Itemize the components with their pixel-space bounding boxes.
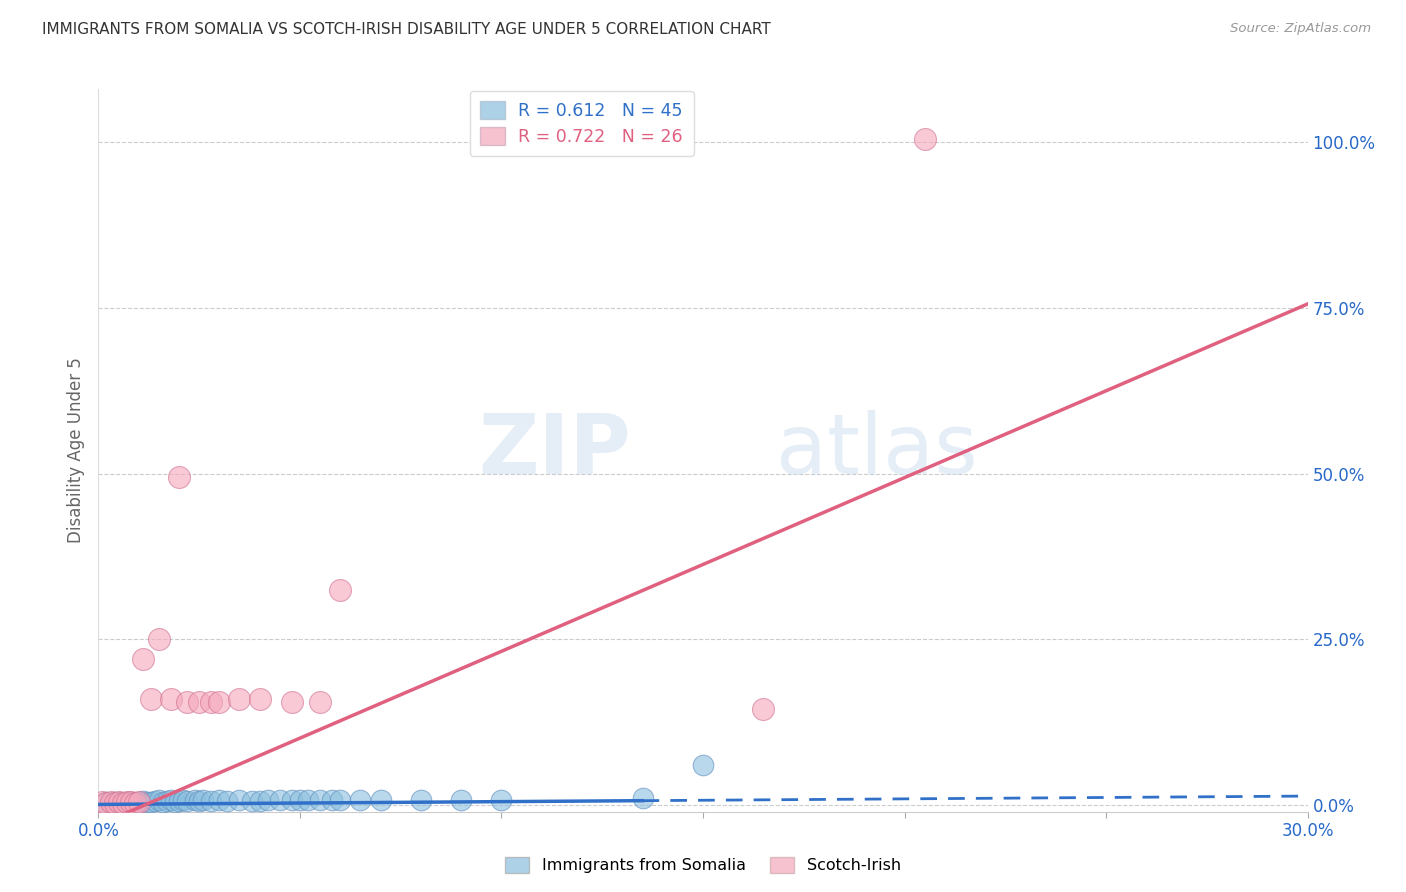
Point xyxy=(176,695,198,709)
Point xyxy=(128,795,150,809)
Text: ZIP: ZIP xyxy=(478,410,630,491)
Point xyxy=(148,632,170,647)
Point xyxy=(167,794,190,808)
Legend: Immigrants from Somalia, Scotch-Irish: Immigrants from Somalia, Scotch-Irish xyxy=(499,850,907,880)
Text: IMMIGRANTS FROM SOMALIA VS SCOTCH-IRISH DISABILITY AGE UNDER 5 CORRELATION CHART: IMMIGRANTS FROM SOMALIA VS SCOTCH-IRISH … xyxy=(42,22,770,37)
Point xyxy=(329,582,352,597)
Point xyxy=(228,793,250,807)
Point xyxy=(281,695,304,709)
Point xyxy=(103,795,125,809)
Text: atlas: atlas xyxy=(776,410,977,491)
Point xyxy=(370,793,392,807)
Point xyxy=(752,702,775,716)
Point xyxy=(256,793,278,807)
Point xyxy=(631,791,654,805)
Point xyxy=(103,796,125,810)
Point xyxy=(193,793,215,807)
Point xyxy=(120,796,142,810)
Point xyxy=(120,795,142,809)
Point xyxy=(200,695,222,709)
Point xyxy=(111,796,134,810)
Point xyxy=(692,758,714,772)
Point xyxy=(172,793,194,807)
Point xyxy=(217,794,239,808)
Point xyxy=(184,793,207,807)
Point xyxy=(309,695,332,709)
Point xyxy=(163,795,186,809)
Point xyxy=(139,795,162,809)
Point xyxy=(160,692,183,706)
Point xyxy=(135,796,157,810)
Point xyxy=(269,793,291,807)
Point xyxy=(228,692,250,706)
Point xyxy=(188,695,211,709)
Point xyxy=(208,793,231,807)
Point xyxy=(132,794,155,808)
Point xyxy=(176,794,198,808)
Point xyxy=(107,796,129,810)
Point xyxy=(249,692,271,706)
Point xyxy=(91,796,114,810)
Point xyxy=(249,794,271,808)
Text: Source: ZipAtlas.com: Source: ZipAtlas.com xyxy=(1230,22,1371,36)
Point xyxy=(96,796,118,810)
Point xyxy=(100,796,122,810)
Point xyxy=(111,796,134,810)
Point xyxy=(96,796,118,810)
Point xyxy=(450,793,472,807)
Point xyxy=(143,794,166,808)
Point xyxy=(160,793,183,807)
Point xyxy=(491,793,513,807)
Point xyxy=(152,795,174,809)
Point xyxy=(309,793,332,807)
Point xyxy=(200,794,222,808)
Point xyxy=(409,793,432,807)
Point xyxy=(115,795,138,809)
Point xyxy=(914,132,936,146)
Point xyxy=(240,794,263,808)
Point xyxy=(115,796,138,810)
Point xyxy=(288,793,311,807)
Point xyxy=(107,796,129,810)
Y-axis label: Disability Age Under 5: Disability Age Under 5 xyxy=(66,358,84,543)
Point xyxy=(329,793,352,807)
Point xyxy=(124,796,146,810)
Point xyxy=(188,794,211,808)
Point xyxy=(132,652,155,666)
Point xyxy=(167,470,190,484)
Point xyxy=(148,793,170,807)
Point xyxy=(297,793,319,807)
Point xyxy=(349,793,371,807)
Point xyxy=(124,796,146,810)
Point xyxy=(139,692,162,706)
Point xyxy=(321,793,343,807)
Point xyxy=(156,794,179,808)
Point xyxy=(208,695,231,709)
Legend: R = 0.612   N = 45, R = 0.722   N = 26: R = 0.612 N = 45, R = 0.722 N = 26 xyxy=(470,91,693,156)
Point xyxy=(281,793,304,807)
Point xyxy=(128,796,150,810)
Point xyxy=(100,795,122,809)
